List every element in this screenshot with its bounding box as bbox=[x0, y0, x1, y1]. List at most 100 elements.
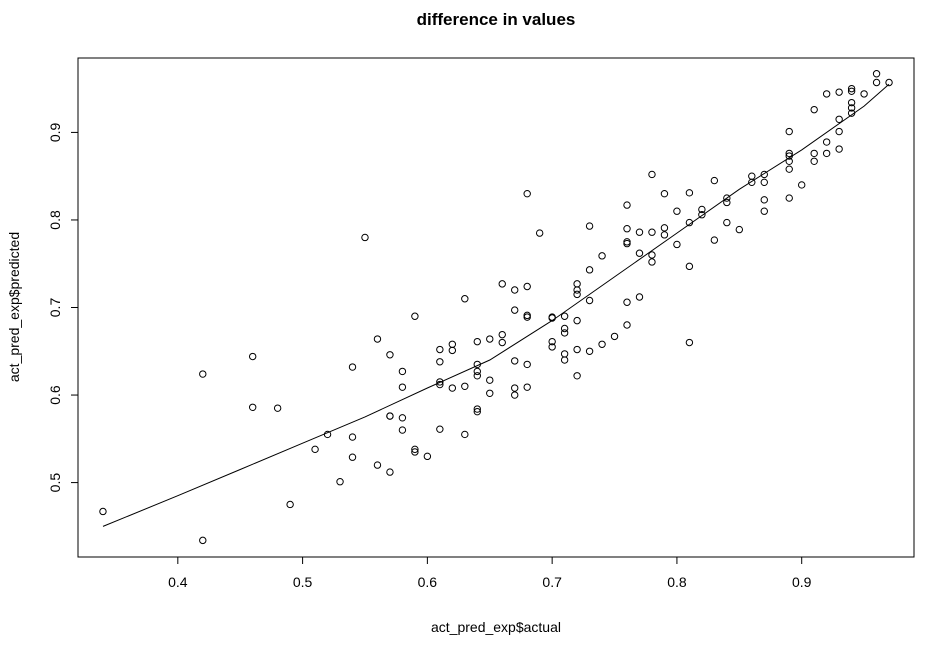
data-point bbox=[398, 414, 407, 422]
data-point bbox=[598, 340, 606, 348]
data-point bbox=[573, 280, 581, 288]
data-point bbox=[461, 382, 469, 390]
data-point bbox=[585, 222, 594, 230]
data-point bbox=[748, 172, 756, 180]
data-point bbox=[660, 231, 669, 239]
x-tick-label: 0.7 bbox=[542, 574, 562, 590]
data-point bbox=[735, 225, 744, 234]
data-point bbox=[473, 407, 481, 416]
data-point bbox=[847, 87, 856, 95]
data-point bbox=[573, 290, 581, 299]
data-point bbox=[386, 351, 394, 359]
y-tick-label: 0.9 bbox=[47, 122, 63, 142]
data-point bbox=[573, 372, 581, 380]
data-point bbox=[348, 453, 357, 461]
data-point bbox=[411, 445, 419, 454]
data-point bbox=[448, 384, 457, 392]
y-tick-label: 0.5 bbox=[47, 473, 63, 493]
data-point bbox=[748, 178, 756, 187]
data-point bbox=[523, 189, 531, 198]
data-point bbox=[560, 350, 569, 358]
data-point bbox=[635, 249, 644, 257]
data-point bbox=[348, 433, 357, 441]
data-point bbox=[199, 370, 207, 378]
x-tick-label: 0.5 bbox=[293, 574, 313, 590]
data-point bbox=[673, 207, 681, 215]
data-point bbox=[598, 252, 606, 260]
data-point bbox=[560, 356, 569, 364]
data-point bbox=[860, 90, 868, 98]
data-point bbox=[423, 452, 432, 461]
data-point bbox=[685, 338, 694, 347]
data-point bbox=[822, 138, 831, 146]
data-point bbox=[286, 500, 294, 509]
y-tick-label: 0.8 bbox=[47, 210, 63, 230]
data-point bbox=[523, 313, 531, 321]
data-point bbox=[535, 229, 544, 237]
data-point bbox=[473, 367, 481, 376]
data-point bbox=[785, 194, 793, 202]
data-point bbox=[398, 426, 407, 434]
data-point bbox=[473, 337, 481, 346]
data-point bbox=[511, 306, 519, 314]
data-point bbox=[673, 240, 681, 249]
data-point bbox=[648, 228, 656, 236]
data-point bbox=[660, 189, 669, 198]
data-point bbox=[723, 194, 731, 202]
data-point bbox=[248, 403, 257, 411]
data-point bbox=[710, 236, 719, 244]
data-point bbox=[585, 266, 594, 274]
data-point bbox=[610, 332, 619, 341]
data-point bbox=[710, 176, 719, 185]
data-point bbox=[498, 280, 506, 288]
data-point bbox=[760, 170, 768, 179]
data-point bbox=[511, 384, 519, 392]
data-point bbox=[885, 78, 893, 87]
data-point bbox=[248, 352, 257, 361]
data-point bbox=[461, 295, 469, 303]
data-point bbox=[336, 478, 344, 486]
x-tick-label: 0.9 bbox=[792, 574, 812, 590]
data-point bbox=[523, 383, 531, 391]
data-point bbox=[822, 149, 831, 158]
data-point bbox=[623, 239, 631, 248]
data-point bbox=[486, 335, 494, 343]
data-point bbox=[398, 367, 407, 376]
data-point bbox=[723, 198, 731, 207]
data-point bbox=[785, 127, 793, 136]
data-point bbox=[635, 228, 644, 236]
data-point bbox=[386, 412, 394, 420]
data-point bbox=[523, 282, 531, 291]
data-point bbox=[847, 84, 856, 93]
data-point bbox=[199, 536, 207, 545]
data-point bbox=[373, 335, 382, 343]
data-point bbox=[436, 380, 444, 389]
data-point bbox=[698, 211, 706, 219]
data-point bbox=[835, 88, 843, 96]
data-point bbox=[585, 296, 594, 305]
x-tick-label: 0.6 bbox=[418, 574, 438, 590]
data-point bbox=[436, 345, 444, 354]
data-point bbox=[448, 346, 457, 355]
data-point bbox=[486, 389, 494, 397]
data-point bbox=[810, 149, 818, 158]
data-point bbox=[560, 312, 569, 320]
data-point bbox=[498, 330, 506, 339]
data-point bbox=[785, 165, 793, 173]
data-point bbox=[448, 340, 457, 348]
data-point bbox=[822, 90, 831, 98]
data-point bbox=[560, 329, 569, 337]
data-point bbox=[548, 337, 556, 346]
x-axis: 0.4 0.5 0.6 0.7 0.8 0.9 bbox=[168, 556, 812, 590]
data-point bbox=[386, 468, 394, 476]
x-tick-label: 0.4 bbox=[168, 574, 188, 590]
data-point bbox=[785, 149, 793, 158]
data-point bbox=[461, 430, 469, 439]
data-point bbox=[361, 233, 369, 242]
data-point bbox=[760, 196, 768, 204]
data-point bbox=[498, 338, 506, 347]
data-point bbox=[436, 378, 444, 386]
data-point bbox=[685, 189, 694, 197]
data-point bbox=[311, 445, 319, 454]
